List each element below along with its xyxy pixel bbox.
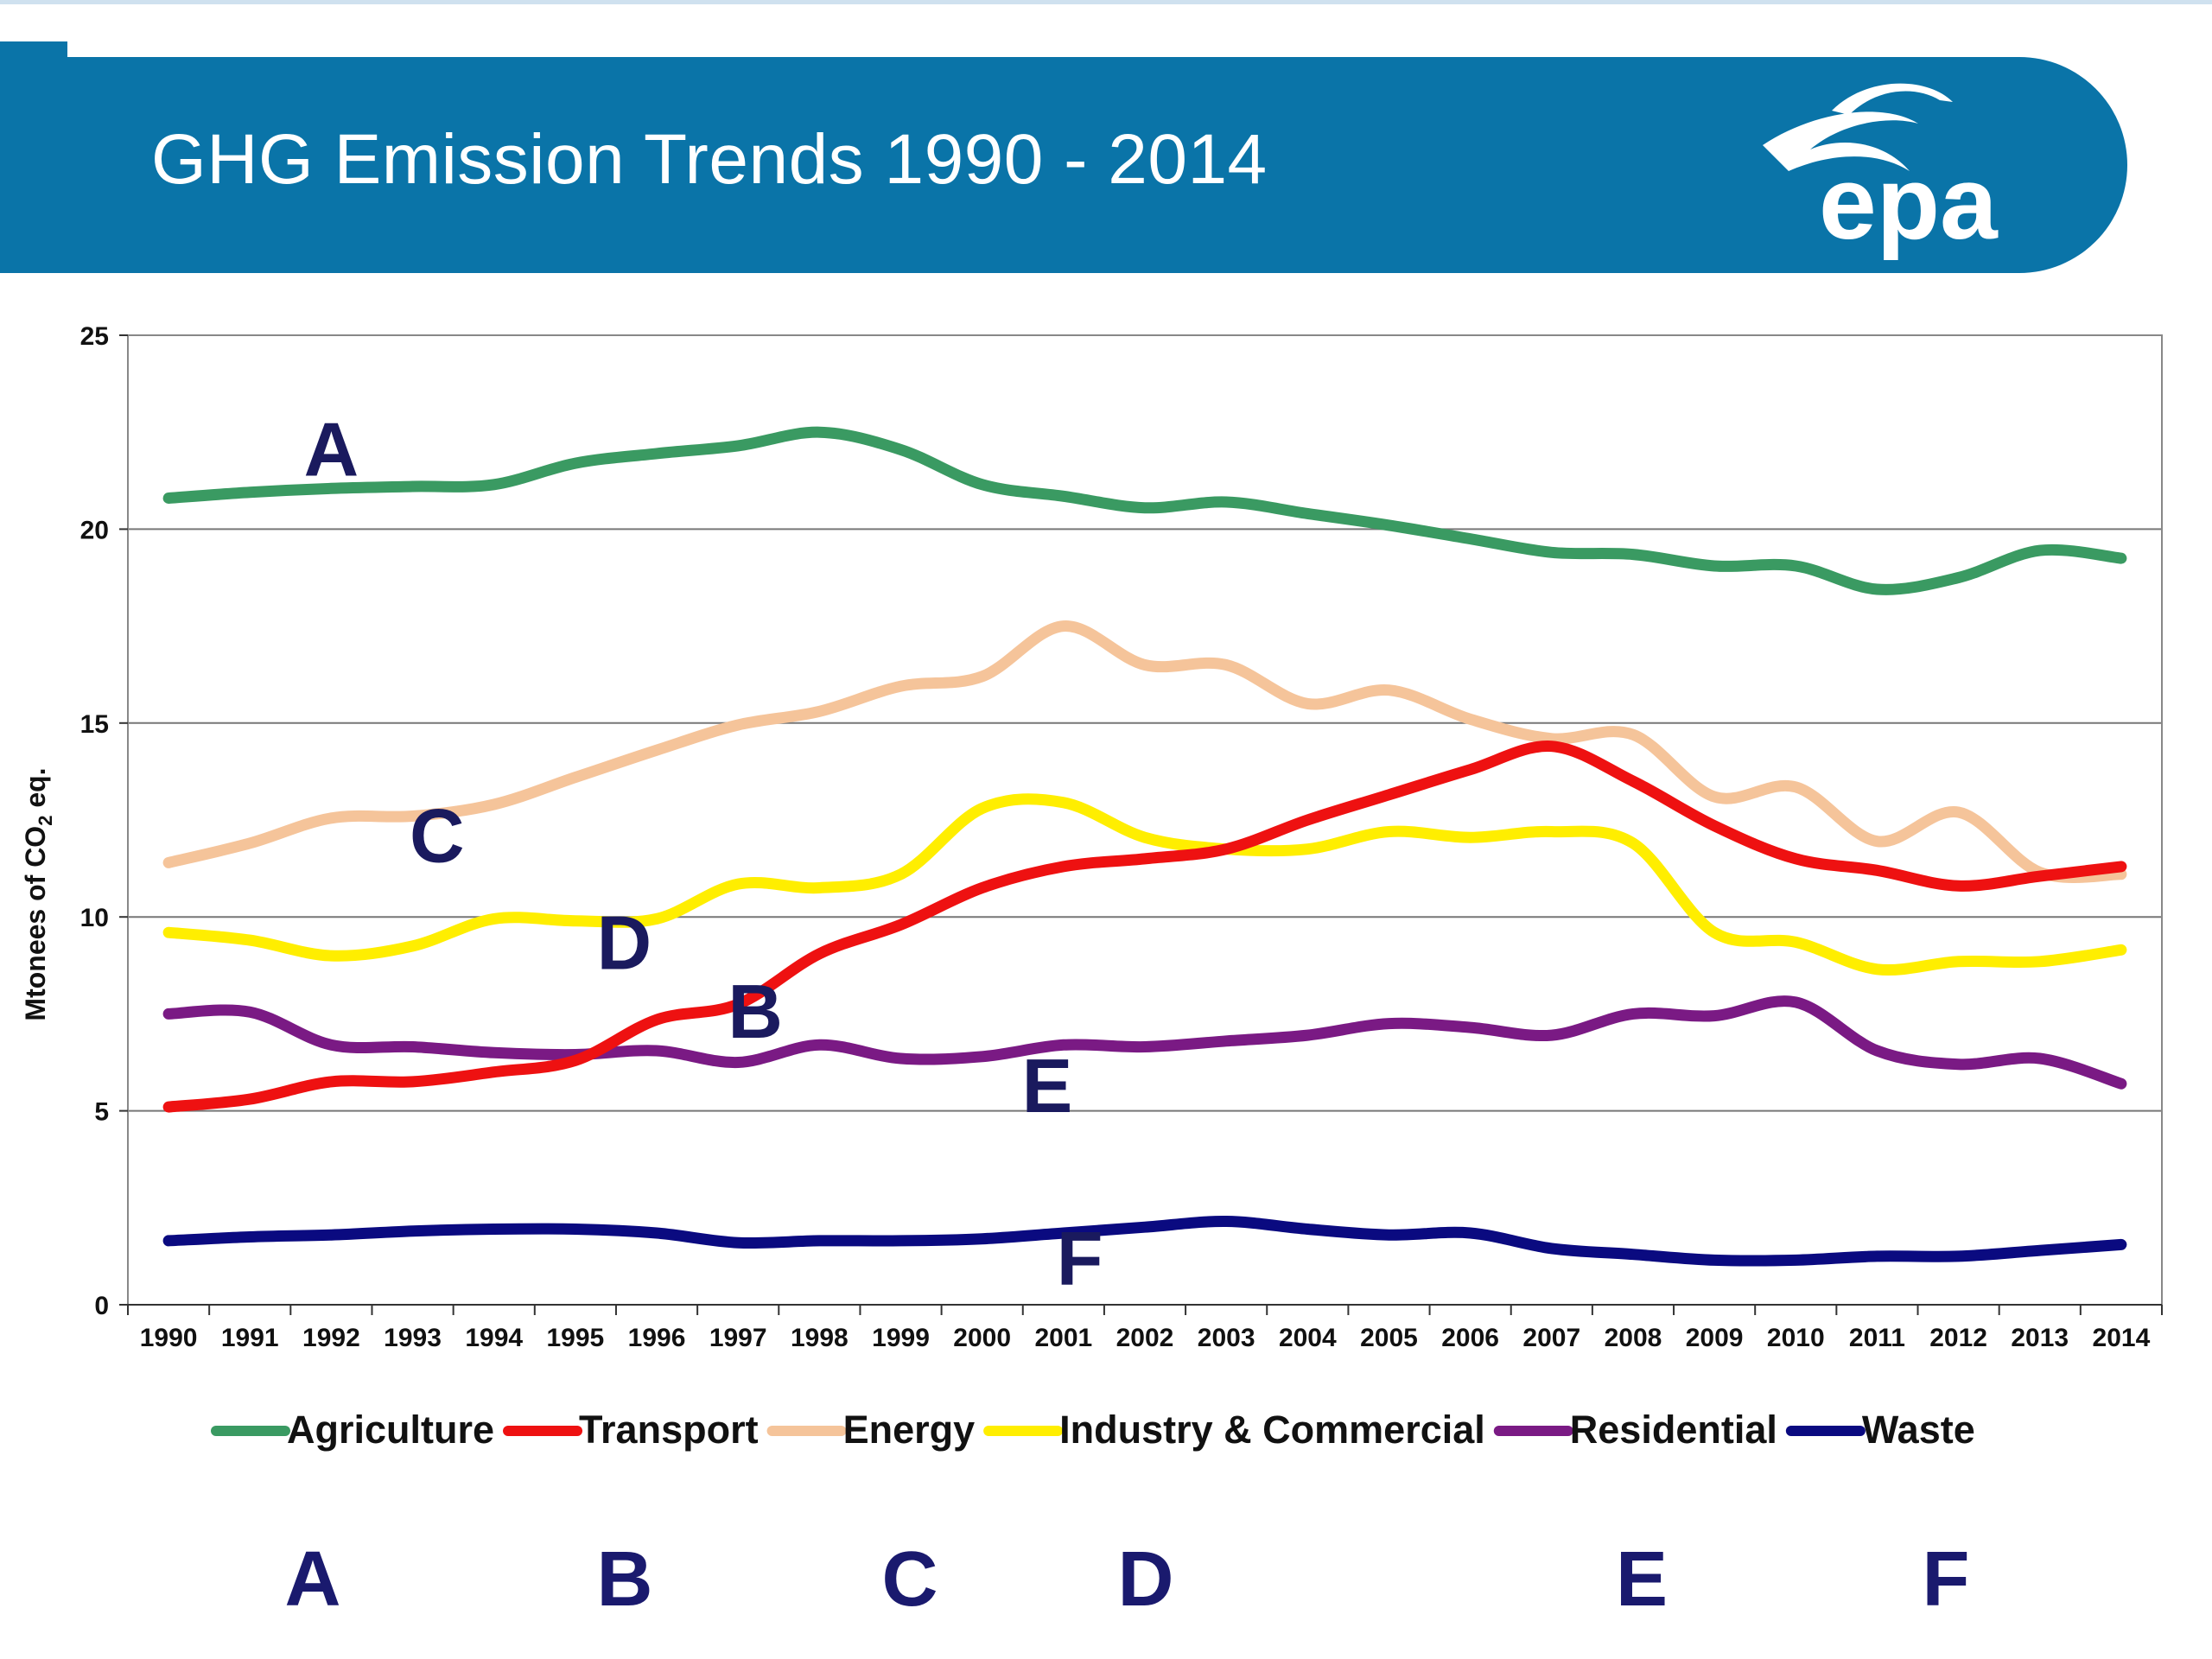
x-tick-label: 2003 xyxy=(1198,1324,1255,1352)
series-line-transport xyxy=(162,741,2127,1113)
axes xyxy=(119,334,2163,1315)
x-tick-label: 2011 xyxy=(1849,1324,1905,1352)
x-tick-label: 1992 xyxy=(302,1324,360,1352)
legend-label-agriculture: Agriculture xyxy=(287,1408,494,1452)
y-tick-labels: 0 5 10 15 20 25 xyxy=(80,322,109,1320)
legend-label-residential: Residential xyxy=(1570,1408,1777,1452)
legend: Agriculture Transport Energy Industry & Com… xyxy=(211,1408,1975,1452)
x-tick-label: 2006 xyxy=(1441,1324,1499,1352)
bottom-tag-F: F xyxy=(1923,1536,1970,1623)
x-tick-label: 2009 xyxy=(1686,1324,1744,1352)
series-tag-B: B xyxy=(728,969,783,1054)
bottom-tag-B: B xyxy=(597,1536,653,1623)
series-lines xyxy=(162,426,2127,1267)
banner-left-notch xyxy=(0,41,67,273)
x-tick-label: 2008 xyxy=(1605,1324,1662,1352)
logo-swirl-icon xyxy=(1763,111,1918,171)
x-tick-label: 2013 xyxy=(2011,1324,2069,1352)
y-tick-label: 25 xyxy=(80,322,109,351)
slide-top-border xyxy=(0,0,2212,4)
y-axis-label: Mtonees of CO2 eq. xyxy=(20,767,56,1020)
logo-text: epa xyxy=(1819,145,1999,261)
x-tick-label: 2005 xyxy=(1360,1324,1418,1352)
grid-lines xyxy=(128,334,2162,1112)
series-tag-C: C xyxy=(410,792,465,878)
epa-logo: epa xyxy=(1763,83,1999,261)
bottom-tag-C: C xyxy=(882,1536,938,1623)
bottom-tag-D: D xyxy=(1118,1536,1174,1623)
bottom-tag-A: A xyxy=(285,1536,341,1623)
x-tick-label: 2004 xyxy=(1279,1324,1337,1352)
y-tick-label: 10 xyxy=(80,904,109,932)
legend-label-transport: Transport xyxy=(579,1408,759,1452)
series-tags: A B C D E F xyxy=(304,406,1103,1301)
x-tick-label: 1994 xyxy=(465,1324,523,1352)
series-line-waste xyxy=(162,1215,2127,1267)
x-tick-label: 1999 xyxy=(872,1324,930,1352)
y-tick-label: 5 xyxy=(94,1098,109,1127)
series-line-industry-commercial xyxy=(162,793,2127,976)
logo-bird-icon xyxy=(1832,83,1953,115)
x-tick-label: 2010 xyxy=(1767,1324,1825,1352)
x-tick-label: 2012 xyxy=(1929,1324,1987,1352)
series-tag-D: D xyxy=(597,899,652,985)
x-tick-label: 2001 xyxy=(1034,1324,1092,1352)
series-tag-E: E xyxy=(1022,1043,1073,1128)
series-line-residential xyxy=(162,995,2127,1090)
legend-label-industry-commercial: Industry & Commercial xyxy=(1059,1408,1485,1452)
series-line-energy xyxy=(162,620,2127,883)
x-tick-label: 2000 xyxy=(953,1324,1011,1352)
x-tick-label: 2007 xyxy=(1522,1324,1580,1352)
series-tag-A: A xyxy=(304,406,359,492)
slide-title: GHG Emission Trends 1990 - 2014 xyxy=(151,120,1268,199)
x-tick-label: 1998 xyxy=(791,1324,849,1352)
x-tick-label: 1997 xyxy=(709,1324,767,1352)
x-tick-label: 2014 xyxy=(2093,1324,2151,1352)
x-tick-label: 1993 xyxy=(384,1324,442,1352)
series-tag-F: F xyxy=(1057,1216,1103,1301)
legend-label-energy: Energy xyxy=(843,1408,976,1452)
y-tick-label: 20 xyxy=(80,516,109,544)
legend-label-waste: Waste xyxy=(1862,1408,1975,1452)
x-tick-label: 1995 xyxy=(547,1324,605,1352)
y-tick-label: 0 xyxy=(94,1292,109,1320)
bottom-letter-row: A B C D E F xyxy=(285,1536,1970,1623)
x-tick-label: 1990 xyxy=(140,1324,198,1352)
x-tick-label: 1996 xyxy=(628,1324,686,1352)
bottom-tag-E: E xyxy=(1616,1536,1668,1623)
y-tick-label: 15 xyxy=(80,710,109,739)
series-line-agriculture xyxy=(162,426,2127,595)
x-tick-label: 1991 xyxy=(221,1324,279,1352)
x-tick-labels: 1990 1991 1992 1993 1994 1995 1996 1997 1998 1999… xyxy=(140,1324,2151,1352)
x-tick-label: 2002 xyxy=(1116,1324,1174,1352)
